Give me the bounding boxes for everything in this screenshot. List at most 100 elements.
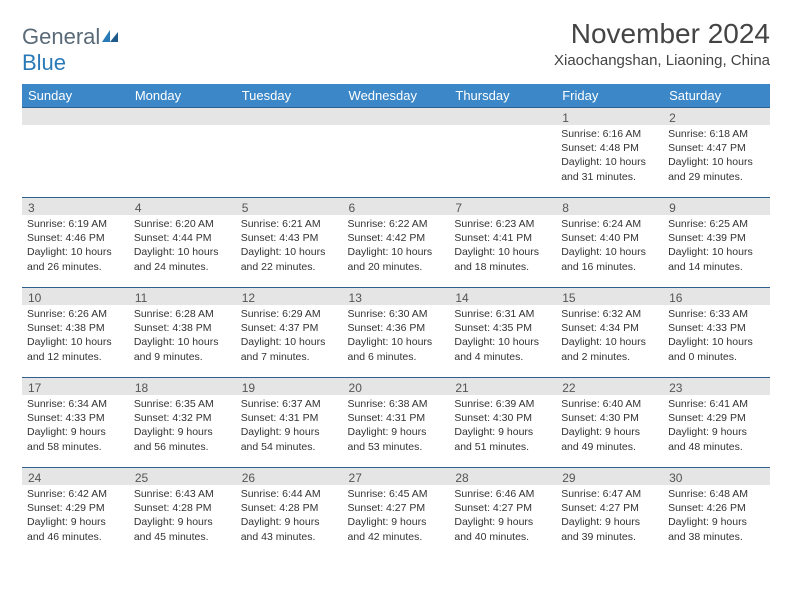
day-number: 25 bbox=[129, 467, 236, 485]
daylight-text: Daylight: 9 hours and 48 minutes. bbox=[668, 425, 765, 453]
daylight-text: Daylight: 10 hours and 24 minutes. bbox=[134, 245, 231, 273]
sunset-text: Sunset: 4:28 PM bbox=[241, 501, 338, 515]
logo-word1: General bbox=[22, 24, 100, 49]
day-number: 6 bbox=[343, 197, 450, 215]
day-number: 30 bbox=[663, 467, 770, 485]
daylight-text: Daylight: 10 hours and 16 minutes. bbox=[561, 245, 658, 273]
day-body: Sunrise: 6:44 AMSunset: 4:28 PMDaylight:… bbox=[236, 485, 343, 548]
sunset-text: Sunset: 4:28 PM bbox=[134, 501, 231, 515]
sunset-text: Sunset: 4:32 PM bbox=[134, 411, 231, 425]
calendar-day-cell: 18Sunrise: 6:35 AMSunset: 4:32 PMDayligh… bbox=[129, 377, 236, 467]
daylight-text: Daylight: 9 hours and 46 minutes. bbox=[27, 515, 124, 543]
calendar-day-cell: 22Sunrise: 6:40 AMSunset: 4:30 PMDayligh… bbox=[556, 377, 663, 467]
daylight-text: Daylight: 10 hours and 12 minutes. bbox=[27, 335, 124, 363]
daylight-text: Daylight: 10 hours and 6 minutes. bbox=[348, 335, 445, 363]
sunset-text: Sunset: 4:30 PM bbox=[454, 411, 551, 425]
day-body: Sunrise: 6:39 AMSunset: 4:30 PMDaylight:… bbox=[449, 395, 556, 458]
day-body: Sunrise: 6:25 AMSunset: 4:39 PMDaylight:… bbox=[663, 215, 770, 278]
day-number: 23 bbox=[663, 377, 770, 395]
day-body: Sunrise: 6:42 AMSunset: 4:29 PMDaylight:… bbox=[22, 485, 129, 548]
sunrise-text: Sunrise: 6:34 AM bbox=[27, 397, 124, 411]
day-number: 27 bbox=[343, 467, 450, 485]
sunset-text: Sunset: 4:41 PM bbox=[454, 231, 551, 245]
day-body: Sunrise: 6:34 AMSunset: 4:33 PMDaylight:… bbox=[22, 395, 129, 458]
sunset-text: Sunset: 4:42 PM bbox=[348, 231, 445, 245]
day-body: Sunrise: 6:18 AMSunset: 4:47 PMDaylight:… bbox=[663, 125, 770, 188]
day-number: 4 bbox=[129, 197, 236, 215]
day-body: Sunrise: 6:45 AMSunset: 4:27 PMDaylight:… bbox=[343, 485, 450, 548]
sunset-text: Sunset: 4:29 PM bbox=[668, 411, 765, 425]
sunset-text: Sunset: 4:38 PM bbox=[27, 321, 124, 335]
calendar-day-cell: 24Sunrise: 6:42 AMSunset: 4:29 PMDayligh… bbox=[22, 467, 129, 557]
day-number bbox=[22, 107, 129, 125]
day-number: 24 bbox=[22, 467, 129, 485]
weekday-header: Monday bbox=[129, 84, 236, 107]
sunset-text: Sunset: 4:31 PM bbox=[348, 411, 445, 425]
calendar-day-cell: 8Sunrise: 6:24 AMSunset: 4:40 PMDaylight… bbox=[556, 197, 663, 287]
calendar-day-cell: 4Sunrise: 6:20 AMSunset: 4:44 PMDaylight… bbox=[129, 197, 236, 287]
daylight-text: Daylight: 9 hours and 58 minutes. bbox=[27, 425, 124, 453]
sunrise-text: Sunrise: 6:22 AM bbox=[348, 217, 445, 231]
day-body: Sunrise: 6:22 AMSunset: 4:42 PMDaylight:… bbox=[343, 215, 450, 278]
day-number: 21 bbox=[449, 377, 556, 395]
calendar-day-cell bbox=[236, 107, 343, 197]
calendar-day-cell: 19Sunrise: 6:37 AMSunset: 4:31 PMDayligh… bbox=[236, 377, 343, 467]
sunset-text: Sunset: 4:43 PM bbox=[241, 231, 338, 245]
day-body: Sunrise: 6:30 AMSunset: 4:36 PMDaylight:… bbox=[343, 305, 450, 368]
header: General Blue November 2024 Xiaochangshan… bbox=[22, 18, 770, 76]
title-block: November 2024 Xiaochangshan, Liaoning, C… bbox=[554, 18, 770, 69]
day-number: 11 bbox=[129, 287, 236, 305]
day-number: 14 bbox=[449, 287, 556, 305]
daylight-text: Daylight: 10 hours and 26 minutes. bbox=[27, 245, 124, 273]
daylight-text: Daylight: 10 hours and 9 minutes. bbox=[134, 335, 231, 363]
day-body: Sunrise: 6:21 AMSunset: 4:43 PMDaylight:… bbox=[236, 215, 343, 278]
day-number: 13 bbox=[343, 287, 450, 305]
daylight-text: Daylight: 9 hours and 49 minutes. bbox=[561, 425, 658, 453]
calendar-day-cell: 29Sunrise: 6:47 AMSunset: 4:27 PMDayligh… bbox=[556, 467, 663, 557]
daylight-text: Daylight: 10 hours and 7 minutes. bbox=[241, 335, 338, 363]
calendar-week-row: 10Sunrise: 6:26 AMSunset: 4:38 PMDayligh… bbox=[22, 287, 770, 377]
logo-text: General Blue bbox=[22, 24, 120, 76]
sunrise-text: Sunrise: 6:25 AM bbox=[668, 217, 765, 231]
calendar-day-cell: 26Sunrise: 6:44 AMSunset: 4:28 PMDayligh… bbox=[236, 467, 343, 557]
daylight-text: Daylight: 9 hours and 43 minutes. bbox=[241, 515, 338, 543]
daylight-text: Daylight: 10 hours and 22 minutes. bbox=[241, 245, 338, 273]
day-number: 17 bbox=[22, 377, 129, 395]
day-number: 10 bbox=[22, 287, 129, 305]
sunset-text: Sunset: 4:26 PM bbox=[668, 501, 765, 515]
day-body: Sunrise: 6:20 AMSunset: 4:44 PMDaylight:… bbox=[129, 215, 236, 278]
weekday-header: Wednesday bbox=[343, 84, 450, 107]
sunrise-text: Sunrise: 6:18 AM bbox=[668, 127, 765, 141]
calendar-day-cell bbox=[449, 107, 556, 197]
calendar-day-cell: 2Sunrise: 6:18 AMSunset: 4:47 PMDaylight… bbox=[663, 107, 770, 197]
month-title: November 2024 bbox=[554, 18, 770, 50]
sunset-text: Sunset: 4:48 PM bbox=[561, 141, 658, 155]
calendar-day-cell: 9Sunrise: 6:25 AMSunset: 4:39 PMDaylight… bbox=[663, 197, 770, 287]
calendar-day-cell: 3Sunrise: 6:19 AMSunset: 4:46 PMDaylight… bbox=[22, 197, 129, 287]
sunset-text: Sunset: 4:27 PM bbox=[561, 501, 658, 515]
day-number bbox=[129, 107, 236, 125]
day-body: Sunrise: 6:35 AMSunset: 4:32 PMDaylight:… bbox=[129, 395, 236, 458]
sunset-text: Sunset: 4:44 PM bbox=[134, 231, 231, 245]
day-body: Sunrise: 6:24 AMSunset: 4:40 PMDaylight:… bbox=[556, 215, 663, 278]
day-number: 20 bbox=[343, 377, 450, 395]
day-body: Sunrise: 6:31 AMSunset: 4:35 PMDaylight:… bbox=[449, 305, 556, 368]
sunset-text: Sunset: 4:27 PM bbox=[348, 501, 445, 515]
calendar-day-cell: 28Sunrise: 6:46 AMSunset: 4:27 PMDayligh… bbox=[449, 467, 556, 557]
sunrise-text: Sunrise: 6:39 AM bbox=[454, 397, 551, 411]
calendar-day-cell: 13Sunrise: 6:30 AMSunset: 4:36 PMDayligh… bbox=[343, 287, 450, 377]
calendar-week-row: 24Sunrise: 6:42 AMSunset: 4:29 PMDayligh… bbox=[22, 467, 770, 557]
calendar-day-cell: 11Sunrise: 6:28 AMSunset: 4:38 PMDayligh… bbox=[129, 287, 236, 377]
calendar-day-cell bbox=[22, 107, 129, 197]
sunset-text: Sunset: 4:36 PM bbox=[348, 321, 445, 335]
daylight-text: Daylight: 10 hours and 20 minutes. bbox=[348, 245, 445, 273]
sunrise-text: Sunrise: 6:41 AM bbox=[668, 397, 765, 411]
calendar-day-cell: 20Sunrise: 6:38 AMSunset: 4:31 PMDayligh… bbox=[343, 377, 450, 467]
sunset-text: Sunset: 4:34 PM bbox=[561, 321, 658, 335]
sunrise-text: Sunrise: 6:16 AM bbox=[561, 127, 658, 141]
sunrise-text: Sunrise: 6:44 AM bbox=[241, 487, 338, 501]
sunrise-text: Sunrise: 6:30 AM bbox=[348, 307, 445, 321]
day-body: Sunrise: 6:48 AMSunset: 4:26 PMDaylight:… bbox=[663, 485, 770, 548]
sunrise-text: Sunrise: 6:28 AM bbox=[134, 307, 231, 321]
day-body: Sunrise: 6:43 AMSunset: 4:28 PMDaylight:… bbox=[129, 485, 236, 548]
